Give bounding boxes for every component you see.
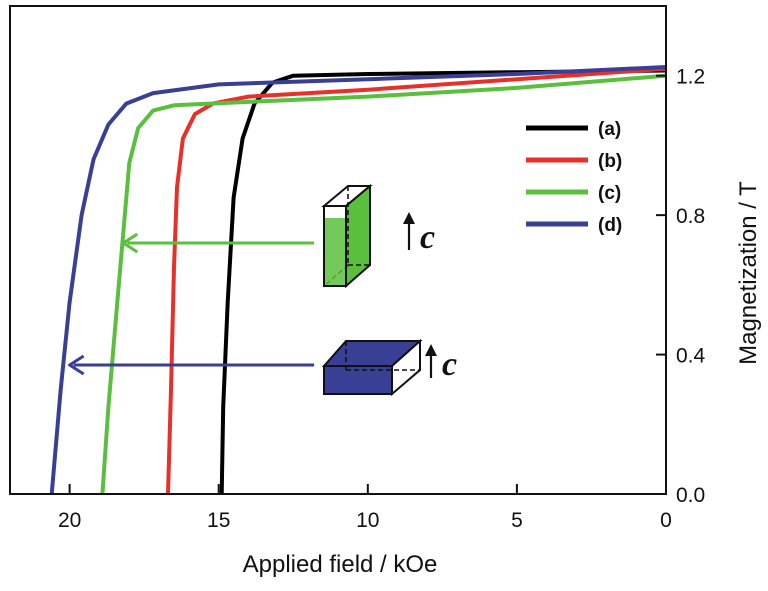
y-tick-label-0: 0.0 [676, 484, 705, 507]
crystal-tall-illustration: c [321, 183, 435, 289]
legend-label-2: (c) [598, 183, 621, 204]
y-tick-label-2: 0.8 [676, 205, 705, 228]
crystal-flat-illustration: c [321, 338, 457, 397]
x-axis-label: Applied field / kOe [243, 551, 438, 578]
legend-label-1: (b) [598, 151, 622, 172]
x-tick-label-2: 10 [356, 509, 379, 532]
legend: (a) (b) (c) (d) [526, 119, 622, 236]
x-tick-label-0: 20 [58, 509, 81, 532]
legend-label-3: (d) [598, 215, 622, 236]
y-axis-label: Magnetization / T [735, 181, 762, 365]
series-line-1 [166, 66, 667, 495]
y-tick-label-1: 0.4 [676, 345, 706, 368]
series-line-3 [49, 65, 667, 495]
x-tick-label-3: 5 [511, 509, 523, 532]
y-axis-ticks: 0.0 0.4 0.8 1.2 [656, 66, 706, 507]
crystal-tall-c-label: c [420, 219, 435, 256]
series-line-2 [100, 73, 667, 495]
plot-frame [9, 5, 667, 495]
x-axis-ticks: 20 15 10 5 0 [58, 484, 672, 532]
crystal-flat-c-label: c [442, 346, 457, 383]
field-arrow-1 [68, 354, 315, 376]
field-arrow-0 [121, 232, 315, 254]
x-tick-label-1: 15 [207, 509, 230, 532]
legend-label-0: (a) [598, 119, 621, 140]
y-tick-label-3: 1.2 [676, 66, 705, 89]
arrows-layer [68, 232, 315, 376]
curves-layer [49, 65, 667, 495]
x-tick-label-4: 0 [660, 509, 672, 532]
